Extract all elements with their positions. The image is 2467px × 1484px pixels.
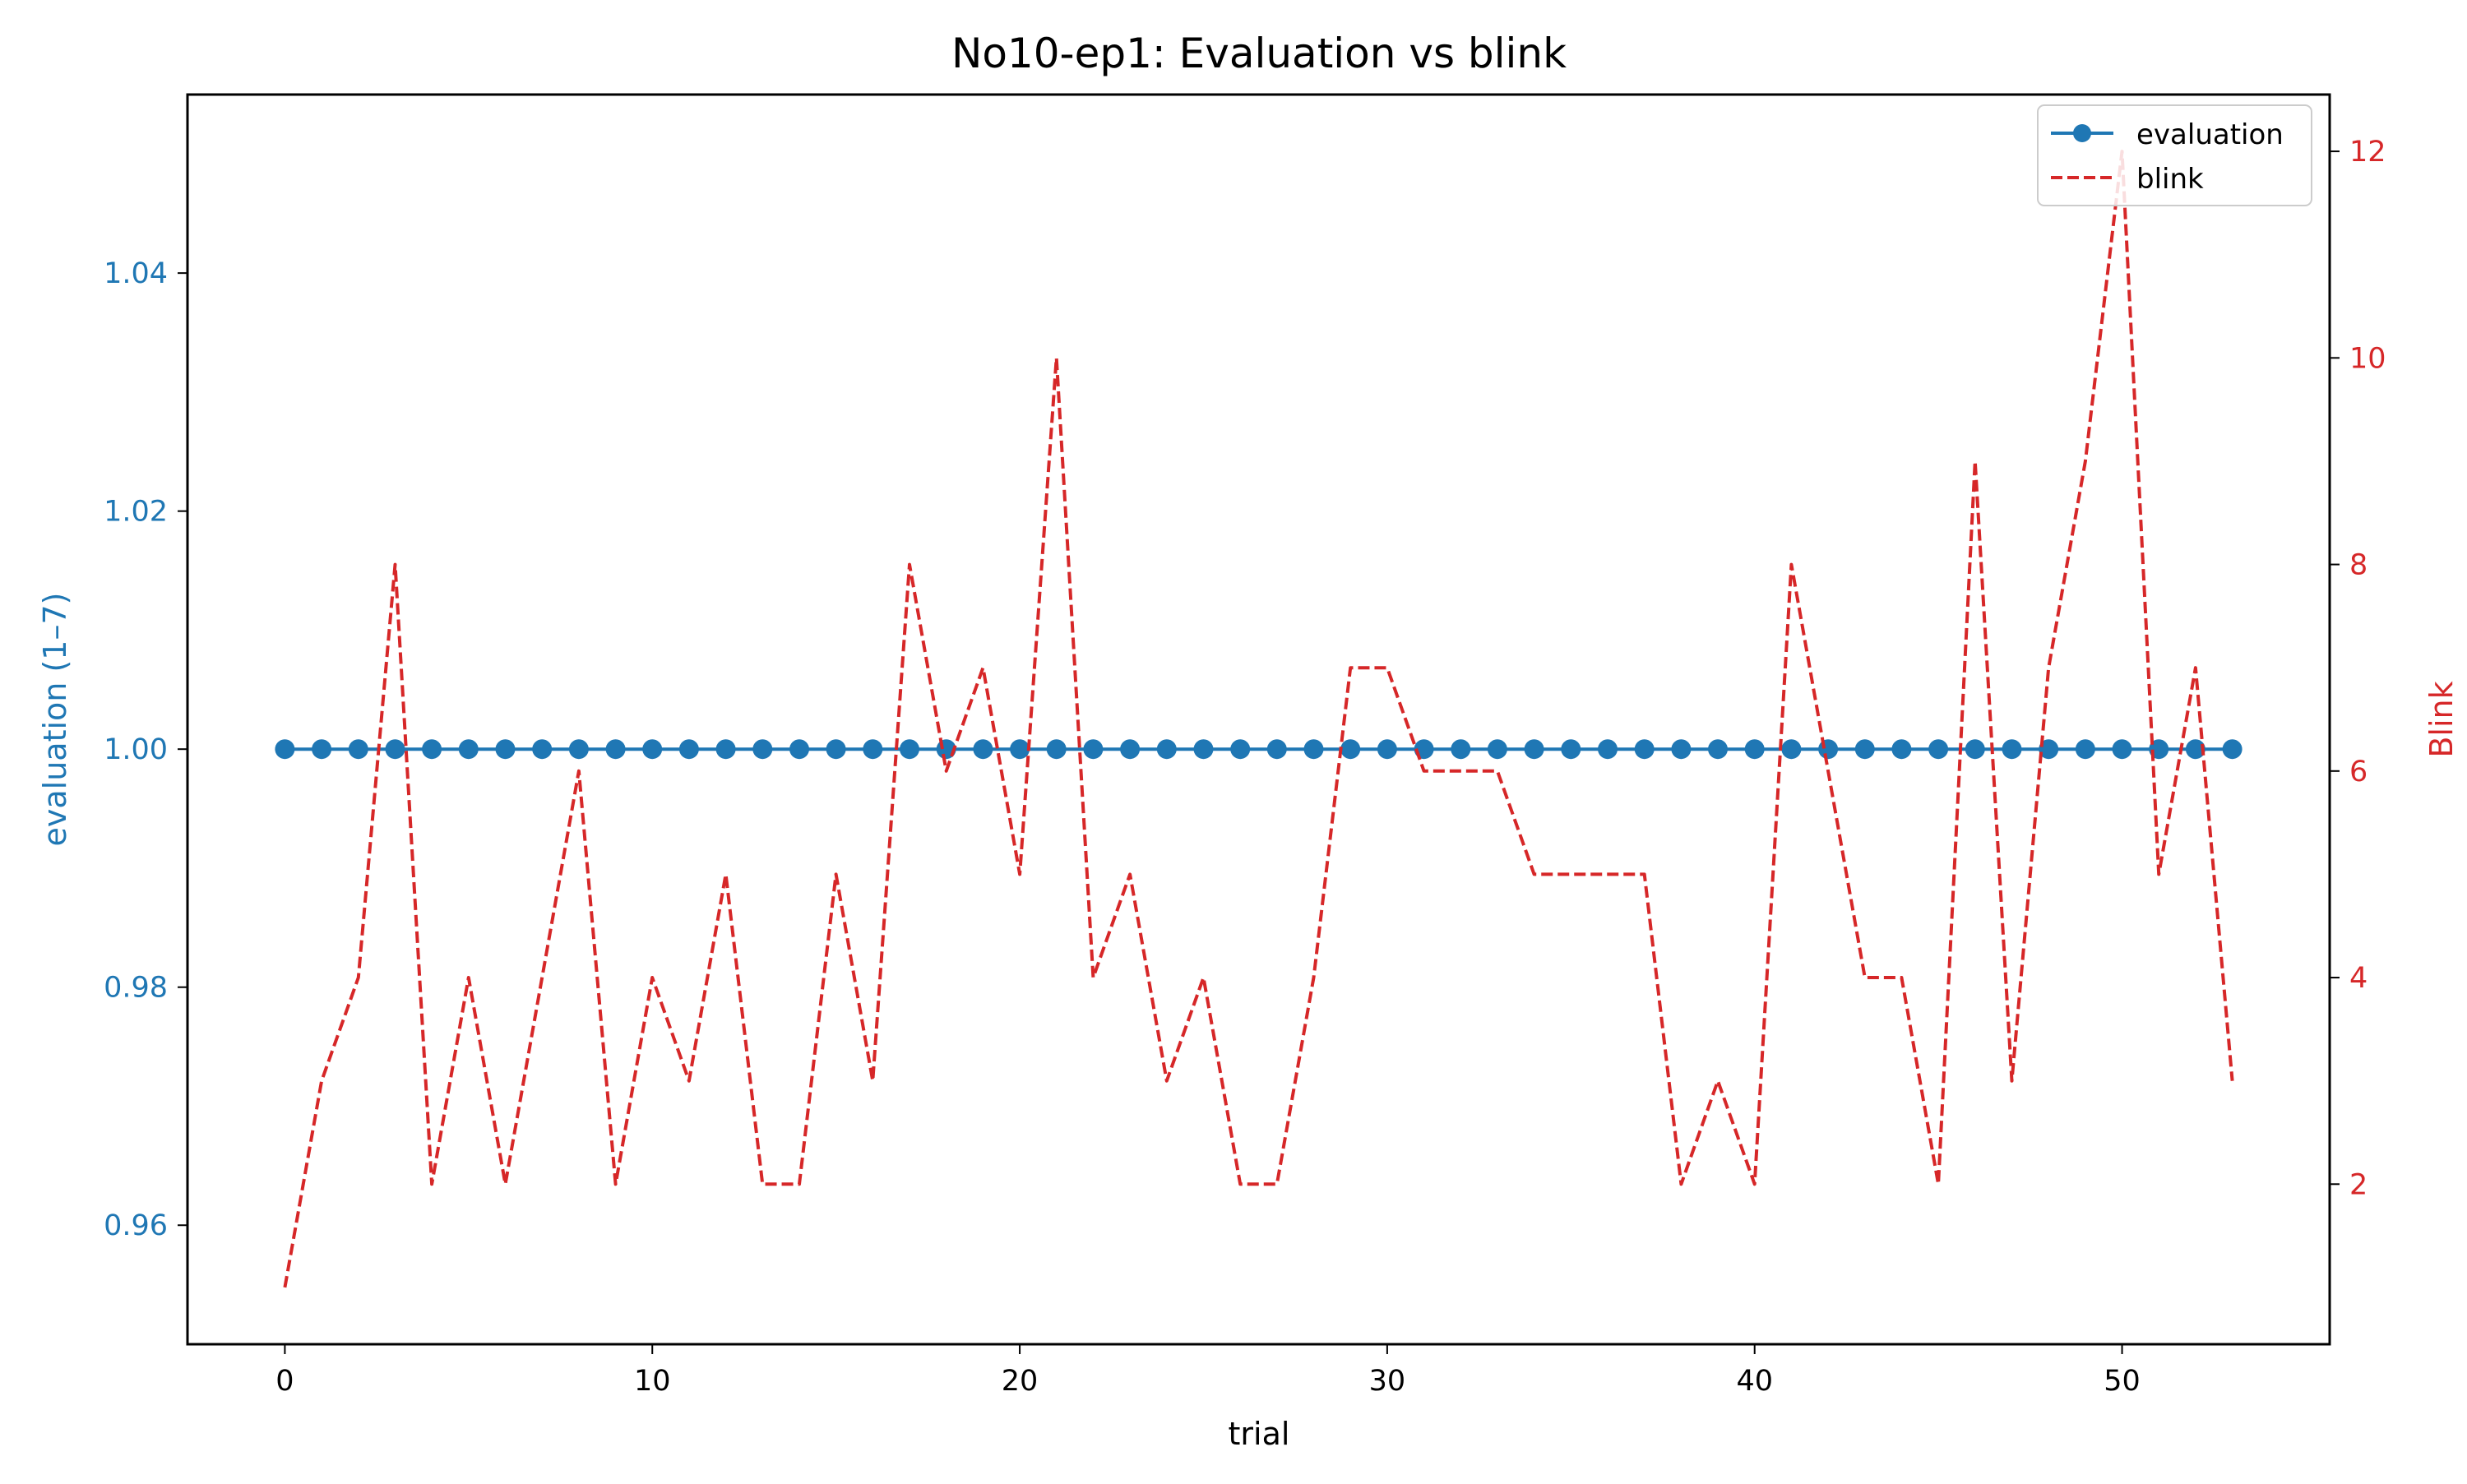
y-right-tick-label: 10 xyxy=(2349,342,2386,375)
data-point-evaluation xyxy=(1524,739,1544,760)
data-point-evaluation xyxy=(422,739,442,760)
legend: evaluation blink xyxy=(2037,104,2312,206)
data-point-evaluation xyxy=(678,739,699,760)
data-point-evaluation xyxy=(532,739,553,760)
x-tick-label: 20 xyxy=(1002,1365,1039,1398)
y-right-tick-label: 4 xyxy=(2349,962,2367,995)
data-point-evaluation xyxy=(789,739,809,760)
data-point-evaluation xyxy=(2222,739,2243,760)
x-tick-label: 10 xyxy=(634,1365,671,1398)
y-right-tick-label: 6 xyxy=(2349,756,2367,788)
y-left-tick-label: 1.02 xyxy=(104,496,168,529)
y-right-tick-label: 2 xyxy=(2349,1168,2367,1201)
data-point-evaluation xyxy=(863,739,883,760)
data-point-evaluation xyxy=(1928,739,1949,760)
data-point-evaluation xyxy=(2185,739,2205,760)
data-point-evaluation xyxy=(826,739,846,760)
plot-area xyxy=(275,150,2243,1288)
data-point-evaluation xyxy=(900,739,919,760)
data-point-evaluation xyxy=(458,739,479,760)
legend-blink-label: blink xyxy=(2136,163,2204,196)
data-point-evaluation xyxy=(1451,739,1471,760)
data-point-evaluation xyxy=(1010,739,1030,760)
data-point-evaluation xyxy=(312,739,332,760)
y-left-tick-label: 0.98 xyxy=(104,972,168,1005)
y-left-tick-label: 1.00 xyxy=(104,733,168,766)
data-point-evaluation xyxy=(1377,739,1397,760)
data-point-evaluation xyxy=(1781,739,1802,760)
data-point-evaluation xyxy=(1046,739,1067,760)
data-point-evaluation xyxy=(1083,739,1104,760)
plot-frame xyxy=(186,93,2331,1346)
chart-title: No10-ep1: Evaluation vs blink xyxy=(951,30,1567,77)
x-tick-label: 0 xyxy=(275,1365,294,1398)
data-point-evaluation xyxy=(1598,739,1618,760)
data-point-evaluation xyxy=(348,739,368,760)
y-axis-right-label: Blink xyxy=(2423,681,2460,757)
data-point-evaluation xyxy=(752,739,773,760)
data-point-evaluation xyxy=(1708,739,1728,760)
data-point-evaluation xyxy=(1266,739,1287,760)
data-point-evaluation xyxy=(605,739,626,760)
x-tick-label: 40 xyxy=(1736,1365,1773,1398)
data-point-evaluation xyxy=(1744,739,1765,760)
data-point-evaluation xyxy=(2075,739,2095,760)
data-point-evaluation xyxy=(2002,739,2022,760)
series-line-blink xyxy=(283,150,2234,1288)
legend-evaluation-marker xyxy=(2073,124,2091,142)
x-axis-label: trial xyxy=(1229,1416,1290,1452)
data-point-evaluation xyxy=(1303,739,1324,760)
data-point-evaluation xyxy=(1193,739,1214,760)
legend-box xyxy=(2037,104,2312,206)
x-tick-label: 30 xyxy=(1369,1365,1406,1398)
data-point-evaluation xyxy=(1561,739,1581,760)
y-left-tick-label: 0.96 xyxy=(104,1209,168,1242)
data-point-evaluation xyxy=(1671,739,1692,760)
data-point-evaluation xyxy=(1891,739,1912,760)
axes: 0 10 20 30 40 50 0.96 0.98 1.00 1.02 1.04 2 4 6 8 10 12 xyxy=(104,136,2386,1398)
legend-evaluation-label: evaluation xyxy=(2136,118,2284,151)
data-point-evaluation xyxy=(385,739,405,760)
data-point-evaluation xyxy=(275,739,295,760)
data-point-evaluation xyxy=(1120,739,1141,760)
y-right-tick-label: 8 xyxy=(2349,549,2367,582)
y-axis-left-label: evaluation (1–7) xyxy=(37,593,73,847)
data-point-evaluation xyxy=(568,739,589,760)
data-point-evaluation xyxy=(2039,739,2059,760)
data-point-evaluation xyxy=(1818,739,1839,760)
data-point-evaluation xyxy=(1340,739,1361,760)
x-tick-label: 50 xyxy=(2104,1365,2141,1398)
data-point-evaluation xyxy=(1634,739,1655,760)
data-point-evaluation xyxy=(1487,739,1507,760)
y-left-tick-label: 1.04 xyxy=(104,257,168,290)
data-point-evaluation xyxy=(973,739,993,760)
data-point-evaluation xyxy=(715,739,736,760)
data-point-evaluation xyxy=(2112,739,2132,760)
data-point-evaluation xyxy=(1965,739,1985,760)
data-point-evaluation xyxy=(1230,739,1251,760)
data-point-evaluation xyxy=(1156,739,1177,760)
data-point-evaluation xyxy=(1854,739,1875,760)
data-point-evaluation xyxy=(495,739,516,760)
y-right-tick-label: 12 xyxy=(2349,136,2386,169)
data-point-evaluation xyxy=(642,739,663,760)
